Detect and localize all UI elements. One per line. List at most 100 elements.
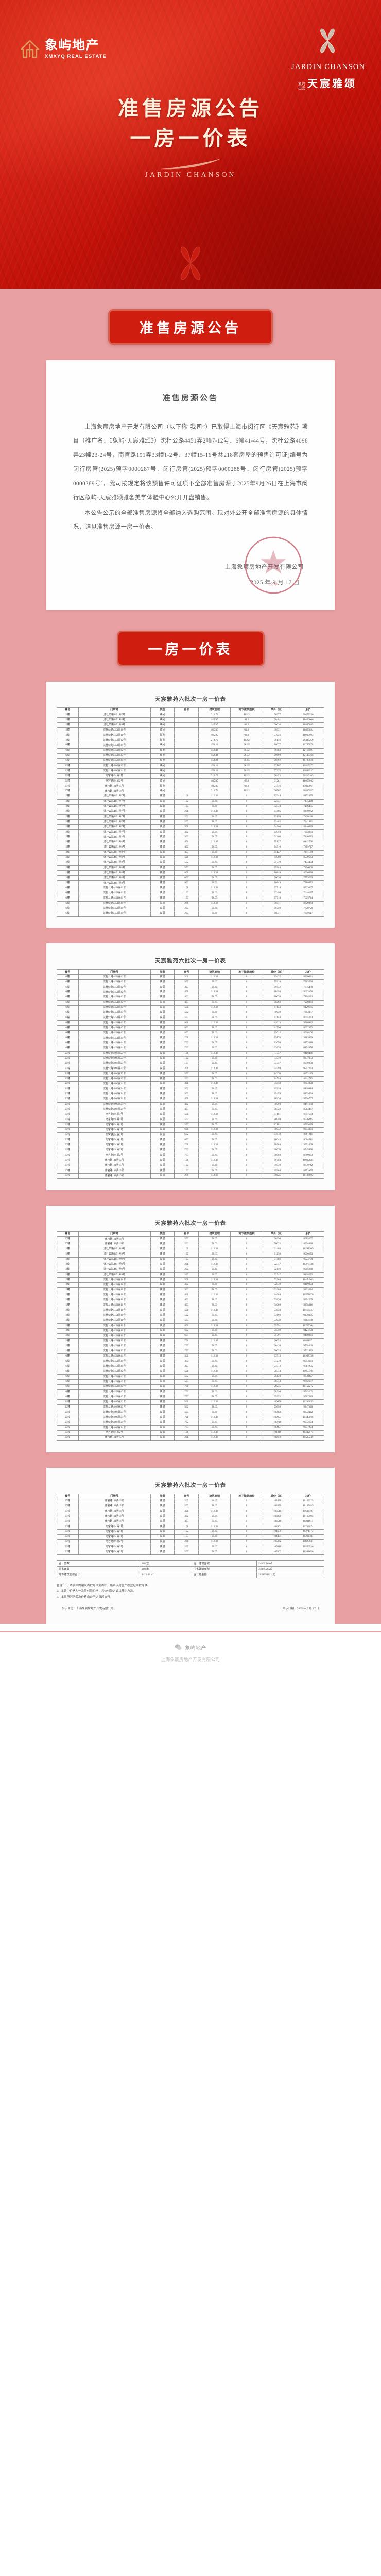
table-row: 6幢 沈杜公路4451弄43号 高层 503 98.65 0 81154 8005233	[57, 1015, 325, 1021]
table-cell: 98.65	[198, 1040, 231, 1046]
table-cell: 80930	[262, 1010, 292, 1016]
table-cell: 南官路191弄15号	[78, 1498, 151, 1504]
table-cell: 7241411	[291, 819, 325, 825]
table-row: 2幢 沈杜公路4451弄9号 高层 201 112.38 0 92347 10378136	[57, 1262, 325, 1268]
table-cell: 高层	[150, 839, 175, 845]
table-cell: 97513	[262, 1353, 292, 1360]
table-cell: 74266	[262, 834, 292, 840]
table-cell: 10668437	[291, 1308, 325, 1314]
table-header-cell: 总价	[291, 1231, 325, 1237]
table-cell: 0	[230, 1308, 263, 1314]
table-cell: 6幢	[57, 885, 79, 891]
summary-cell: 合计建筑面积	[191, 1560, 257, 1567]
table-cell	[174, 727, 199, 734]
table-cell: 沈杜公路4451弄43号	[78, 753, 151, 759]
table-cell: 7411128	[291, 850, 325, 856]
table-cell: 102679	[262, 1435, 292, 1441]
table-cell: 高层	[150, 1251, 175, 1258]
table-cell: 76.15	[230, 742, 263, 749]
signature-date: 2025 年 9 月 17 日	[250, 579, 300, 586]
table-cell: 103	[174, 804, 199, 810]
table-cell: 沈杜公路4451弄42号	[78, 1374, 151, 1380]
table-cell: 沈杜公路4451弄41号	[78, 1364, 151, 1370]
table-cell: 501	[174, 1308, 199, 1314]
table-cell: 高层	[150, 1435, 175, 1441]
table-cell: 202	[174, 1498, 199, 1504]
table-row: 2幢 沈杜公路4451弄10号 高层 302 98.65 0 92970 9169804	[57, 1282, 325, 1288]
table-cell: 102	[174, 1056, 199, 1062]
table-row: 2幢 沈杜公路4451弄12号 高层 703 98.65 0 96652 9532933	[57, 1348, 325, 1354]
table-cell: 高层	[150, 1313, 175, 1319]
table-cell: 112.38	[198, 1142, 231, 1148]
table-cell: 0	[230, 1050, 263, 1057]
table-row: 2幢 沈杜公路4451弄11号 高层 603 98.65 0 95791 9448061	[57, 1333, 325, 1339]
table-cell: 沈杜公路4451弄8号	[78, 855, 151, 861]
table-cell: 702	[174, 1389, 199, 1395]
table-cell: 89530	[262, 1163, 292, 1169]
table-cell: 高层	[150, 1420, 175, 1426]
summary-cell: 24866.26 ㎡	[256, 1566, 324, 1572]
table-cell: 77107	[262, 763, 292, 769]
table-row: 33幢 南官路191弄2号 高层 701 112.38 0 88903 9991068	[57, 1142, 325, 1148]
table-cell: 202	[174, 814, 199, 820]
table-cell: 23幢	[57, 1096, 79, 1103]
table-cell: 0	[230, 1318, 263, 1324]
table-cell: 高层	[150, 985, 175, 990]
table-row: 2幢 沈杜公路4451弄10号 高层 301 112.38 0 93208 10474903	[57, 1277, 325, 1283]
table-cell: 92.9	[230, 722, 263, 728]
table-cell: 0	[230, 1096, 263, 1103]
table-cell: 98.65	[198, 799, 231, 805]
table-cell: 9872422	[291, 1410, 325, 1416]
table-cell: 402	[174, 1101, 199, 1108]
table-cell: 高层	[150, 1529, 175, 1535]
table-cell: 98.65	[198, 1297, 231, 1303]
table-cell: 112.38	[198, 1323, 231, 1329]
table-cell: 高层	[150, 865, 175, 871]
section-banner-announcement-label: 准售房源公告	[140, 320, 241, 336]
table-cell: 6幢	[57, 979, 79, 986]
table-cell: 96567	[262, 788, 292, 794]
table-cell: 23幢	[57, 1107, 79, 1113]
table-cell: 0	[230, 1404, 263, 1411]
table-cell: 沈杜公路4451弄12号	[78, 738, 151, 743]
table-cell: 75988	[262, 865, 292, 871]
price-table: 幢号 门牌号 类型 室号 建筑面积 地下建筑面积 单价（元） 总价 2幢 沈杜公路4451弄7号联…	[57, 707, 325, 917]
table-cell: 86090	[262, 1101, 292, 1108]
table-cell: 0	[230, 1353, 263, 1360]
table-cell: 33幢	[57, 778, 79, 785]
table-cell: 沈杜公路4451弄7号	[78, 824, 151, 831]
table-cell: 23幢	[57, 1420, 79, 1426]
table-cell: 98374	[262, 1379, 292, 1385]
table-row: 6幢 沈杜公路4451弄41号 联列 153.24 76.15 76677 11750078	[57, 742, 325, 749]
table-cell: 92.9	[230, 778, 263, 785]
table-cell: 沈杜公路4451弄11号	[78, 1323, 151, 1329]
table-row: 23幢 沈杜公路4096弄24号 高层 303 98.65 0 85459 8429594	[57, 1091, 325, 1097]
table-cell: 9193444	[291, 1287, 325, 1293]
table-cell: 沈杜公路4096弄24号	[78, 1425, 151, 1431]
table-cell: 79698	[262, 753, 292, 759]
table-cell: 201	[174, 1435, 199, 1441]
table-cell: 212.72	[198, 788, 231, 794]
table-cell: 112.38	[198, 1158, 231, 1164]
table-cell: 203	[174, 819, 199, 825]
table-cell: 99850	[262, 1404, 292, 1411]
table-cell: 10102225	[291, 1498, 325, 1504]
table-cell: 联列	[150, 738, 175, 743]
table-cell: 23幢	[57, 1091, 79, 1097]
table-cell: 0	[230, 814, 263, 820]
table-cell: 6幢	[57, 974, 79, 980]
table-cell: 高层	[150, 1359, 175, 1365]
table-cell: 112.38	[198, 1262, 231, 1268]
table-cell: 10356536	[291, 1544, 325, 1550]
table-cell: 82650	[262, 1040, 292, 1046]
table-cell: 501	[174, 1399, 199, 1405]
table-row: 2幢 沈杜公路4451弄9号 高层 103 98.65 0 91486 9023700	[57, 1257, 325, 1263]
table-row: 2幢 沈杜公路4451弄10号 高层 402 98.65 0 93830 9254569	[57, 1297, 325, 1303]
table-cell: 403	[174, 850, 199, 856]
table-cell: 0	[230, 1348, 263, 1354]
table-cell: 102.2	[230, 773, 263, 779]
table-row: 2幢 沈杜公路4451弄7号 联列 212.72 102.2 96277 20479250	[57, 712, 325, 718]
table-cell: 高层	[150, 1353, 175, 1360]
table-cell: 104150	[262, 1529, 292, 1535]
table-cell: 302	[174, 1282, 199, 1288]
